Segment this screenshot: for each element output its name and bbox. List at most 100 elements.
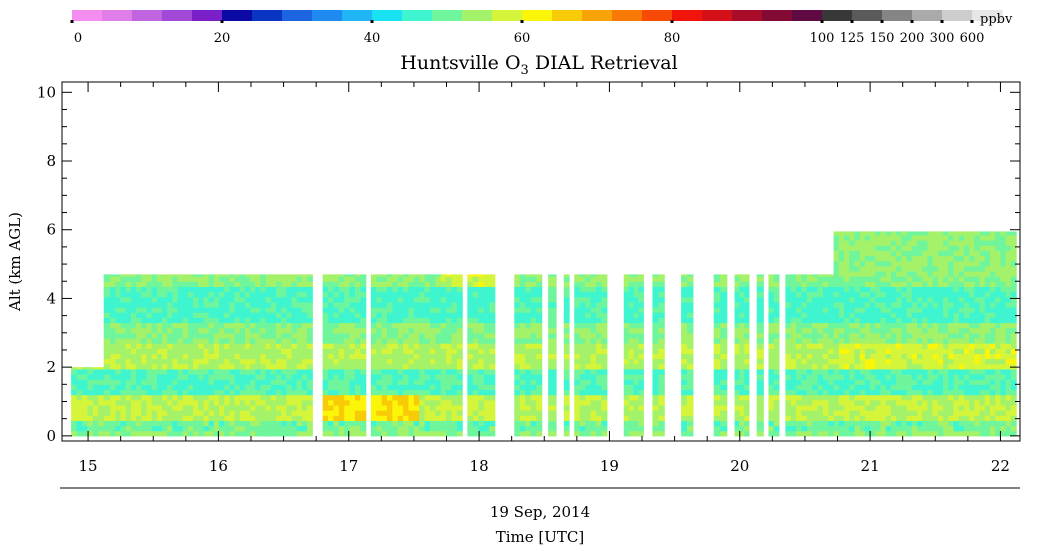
heatmap-cell bbox=[922, 363, 929, 370]
heatmap-cell bbox=[768, 394, 775, 401]
heatmap-cell bbox=[686, 274, 694, 277]
heatmap-cell bbox=[801, 353, 808, 360]
heatmap-cell bbox=[87, 394, 94, 401]
heatmap-cell bbox=[984, 348, 991, 354]
heatmap-cell bbox=[98, 399, 105, 406]
heatmap-cell bbox=[446, 430, 453, 437]
heatmap-cell bbox=[1010, 420, 1017, 427]
heatmap-cell bbox=[948, 343, 955, 349]
heatmap-cell bbox=[984, 394, 991, 401]
heatmap-cell bbox=[932, 348, 939, 354]
heatmap-cell bbox=[413, 348, 420, 354]
heatmap-cell bbox=[244, 368, 251, 375]
heatmap-cell bbox=[870, 265, 876, 272]
heatmap-cell bbox=[720, 394, 728, 401]
heatmap-cell bbox=[974, 296, 981, 303]
heatmap-cell bbox=[969, 337, 975, 344]
heatmap-cell bbox=[896, 327, 902, 334]
heatmap-cell bbox=[652, 415, 659, 421]
heatmap-cell bbox=[943, 420, 949, 427]
heatmap-cell bbox=[110, 312, 117, 318]
heatmap-cell bbox=[172, 379, 179, 385]
heatmap-cell bbox=[979, 270, 986, 277]
heatmap-cell bbox=[408, 291, 415, 298]
heatmap-cell bbox=[932, 240, 939, 246]
heatmap-cell bbox=[927, 317, 934, 324]
heatmap-cell bbox=[397, 274, 404, 277]
heatmap-cell bbox=[514, 307, 521, 313]
heatmap-cell bbox=[828, 363, 835, 370]
heatmap-cell bbox=[413, 425, 420, 432]
heatmap-cell bbox=[281, 358, 287, 365]
heatmap-cell bbox=[817, 343, 824, 349]
heatmap-cell bbox=[456, 379, 463, 385]
heatmap-cell bbox=[177, 384, 184, 391]
heatmap-cell bbox=[81, 399, 89, 406]
heatmap-cell bbox=[995, 404, 1002, 411]
heatmap-cell bbox=[392, 301, 399, 308]
heatmap-cell bbox=[328, 410, 335, 416]
heatmap-cell bbox=[990, 296, 996, 303]
heatmap-cell bbox=[187, 374, 194, 380]
heatmap-cell bbox=[451, 322, 458, 329]
heatmap-cell bbox=[896, 410, 902, 416]
heatmap-cell bbox=[880, 291, 887, 298]
heatmap-cell bbox=[963, 353, 970, 360]
heatmap-cell bbox=[429, 348, 436, 354]
heatmap-cell bbox=[392, 281, 399, 288]
heatmap-cell bbox=[187, 420, 194, 427]
heatmap-cell bbox=[917, 420, 923, 427]
heatmap-cell bbox=[785, 384, 792, 391]
heatmap-cell bbox=[864, 291, 871, 298]
heatmap-cell bbox=[768, 291, 775, 298]
heatmap-cell bbox=[948, 255, 955, 262]
heatmap-cell bbox=[182, 410, 189, 416]
heatmap-cell bbox=[638, 353, 644, 360]
heatmap-cell bbox=[963, 234, 970, 241]
heatmap-cell bbox=[548, 384, 557, 391]
heatmap-cell bbox=[1005, 240, 1012, 246]
heatmap-cell bbox=[419, 358, 426, 365]
heatmap-cell bbox=[519, 399, 526, 406]
heatmap-cell bbox=[115, 348, 122, 354]
heatmap-cell bbox=[156, 343, 163, 349]
heatmap-cell bbox=[958, 296, 965, 303]
heatmap-cell bbox=[812, 286, 819, 293]
heatmap-cell bbox=[817, 348, 824, 354]
heatmap-cell bbox=[828, 312, 835, 318]
heatmap-cell bbox=[1000, 317, 1007, 324]
heatmap-cell bbox=[397, 389, 404, 396]
heatmap-cell bbox=[943, 337, 949, 344]
heatmap-cell bbox=[744, 348, 750, 354]
heatmap-cell bbox=[239, 307, 246, 313]
heatmap-cell bbox=[130, 312, 137, 318]
heatmap-cell bbox=[451, 301, 458, 308]
heatmap-cell bbox=[130, 343, 137, 349]
heatmap-cell bbox=[172, 307, 179, 313]
heatmap-cell bbox=[974, 312, 981, 318]
heatmap-cell bbox=[734, 379, 740, 385]
heatmap-cell bbox=[392, 415, 399, 421]
heatmap-cell bbox=[162, 332, 168, 339]
heatmap-cell bbox=[686, 363, 694, 370]
heatmap-cell bbox=[969, 425, 975, 432]
heatmap-cell bbox=[838, 322, 845, 329]
heatmap-cell bbox=[880, 312, 887, 318]
colorbar-swatch bbox=[852, 10, 883, 21]
heatmap-cell bbox=[906, 240, 913, 246]
heatmap-cell bbox=[456, 425, 463, 432]
heatmap-cell bbox=[854, 312, 861, 318]
heatmap-cell bbox=[525, 394, 532, 401]
heatmap-cell bbox=[885, 379, 892, 385]
heatmap-cell bbox=[435, 343, 442, 349]
heatmap-cell bbox=[744, 394, 750, 401]
heatmap-cell bbox=[963, 307, 970, 313]
heatmap-cell bbox=[785, 312, 792, 318]
heatmap-cell bbox=[234, 384, 241, 391]
heatmap-cell bbox=[208, 389, 215, 396]
heatmap-cell bbox=[435, 307, 442, 313]
heatmap-cell bbox=[833, 317, 840, 324]
heatmap-cell bbox=[130, 276, 137, 282]
heatmap-cell bbox=[890, 363, 897, 370]
heatmap-cell bbox=[392, 425, 399, 432]
